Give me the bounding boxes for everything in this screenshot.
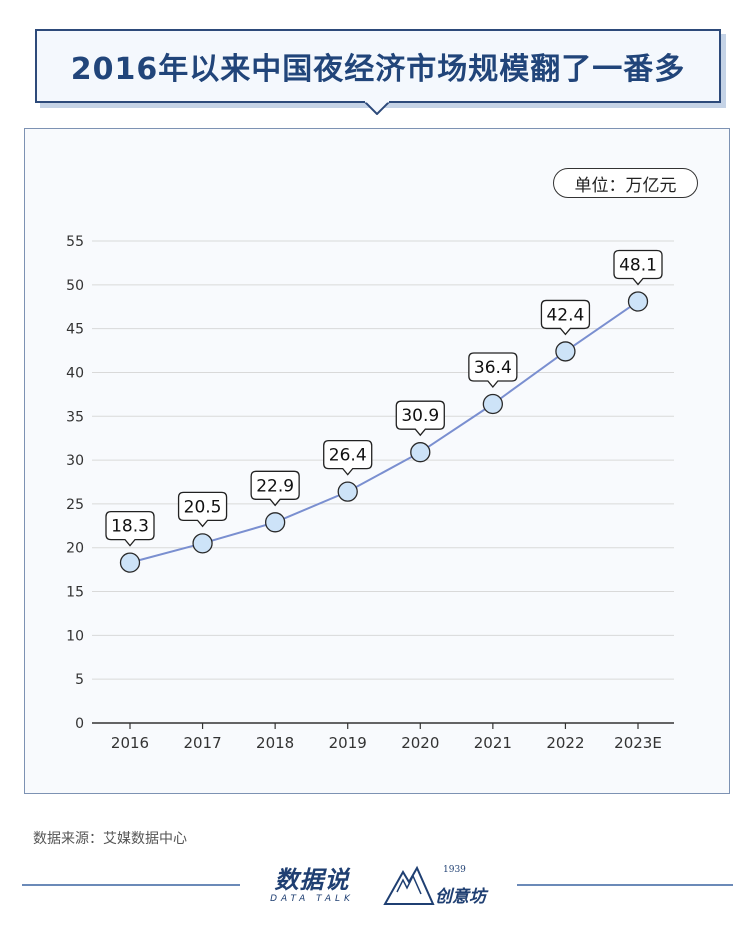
footer-divider-right: [517, 884, 733, 886]
data-point: [410, 442, 431, 463]
data-label-callout: [468, 352, 518, 389]
y-tick-label: 25: [66, 497, 84, 513]
series-line: [129, 300, 639, 564]
y-tick-label: 15: [66, 585, 84, 601]
y-tick-label: 5: [75, 672, 84, 688]
y-tick-label: 40: [66, 365, 84, 381]
x-tick-label: 2020: [401, 734, 439, 752]
y-tick-label: 20: [66, 541, 84, 557]
x-tick-label: 2018: [256, 734, 294, 752]
data-point: [264, 512, 286, 533]
y-tick-label: 45: [66, 322, 84, 338]
data-label-callout: [177, 491, 228, 528]
y-tick-label: 55: [66, 234, 84, 250]
data-label: 30.9: [401, 406, 439, 426]
data-point: [337, 481, 358, 502]
chart-title: 2016年以来中国夜经济市场规模翻了一番多: [70, 52, 686, 87]
y-tick-label: 50: [66, 278, 84, 294]
y-tick-label: 10: [66, 628, 84, 644]
x-tick-label: 2022: [546, 734, 584, 752]
data-label-callout: [613, 249, 663, 286]
title-banner: 2016年以来中国夜经济市场规模翻了一番多: [35, 29, 721, 103]
source-note: 数据来源：艾媒数据中心: [33, 831, 187, 847]
data-label: 42.4: [546, 305, 584, 325]
data-label-callout: [395, 400, 445, 437]
data-talk-logo: 数据说 DATA TALK: [262, 866, 362, 906]
logo-mark-text: 创意坊: [435, 887, 486, 907]
data-label: 48.1: [619, 255, 657, 275]
y-tick-label: 0: [75, 716, 84, 732]
data-label: 22.9: [256, 476, 294, 496]
unit-badge: 单位：万亿元: [553, 168, 698, 198]
data-point: [555, 341, 576, 362]
data-label: 36.4: [474, 358, 512, 378]
footer-divider-left: [22, 884, 240, 886]
data-label: 26.4: [329, 446, 367, 466]
data-point: [119, 552, 141, 573]
x-tick-label: 2021: [474, 734, 512, 752]
data-point: [627, 291, 649, 312]
data-label-callout: [323, 439, 373, 476]
y-tick-label: 30: [66, 453, 84, 469]
mountain-icon: [383, 865, 435, 905]
x-tick-label: 2017: [183, 734, 221, 752]
data-label-callout: [105, 510, 155, 547]
data-label-callout: [540, 299, 591, 336]
data-point: [192, 533, 213, 554]
x-tick-label: 2019: [329, 734, 367, 752]
creative-workshop-logo: 1939 创意坊: [383, 862, 495, 908]
x-tick-label: 2016: [111, 734, 149, 752]
title-pointer: [364, 101, 390, 115]
logo-mark-number: 1939: [443, 865, 466, 875]
logo-sub-text: DATA TALK: [270, 894, 354, 904]
data-point: [482, 393, 504, 415]
y-tick-label: 35: [66, 409, 84, 425]
data-label: 18.3: [111, 517, 149, 537]
x-tick-label: 2023E: [614, 734, 662, 752]
chart-panel: [24, 128, 730, 794]
logo-main-text: 数据说: [274, 866, 350, 894]
data-label-callout: [250, 470, 300, 507]
data-label: 20.5: [184, 497, 222, 517]
